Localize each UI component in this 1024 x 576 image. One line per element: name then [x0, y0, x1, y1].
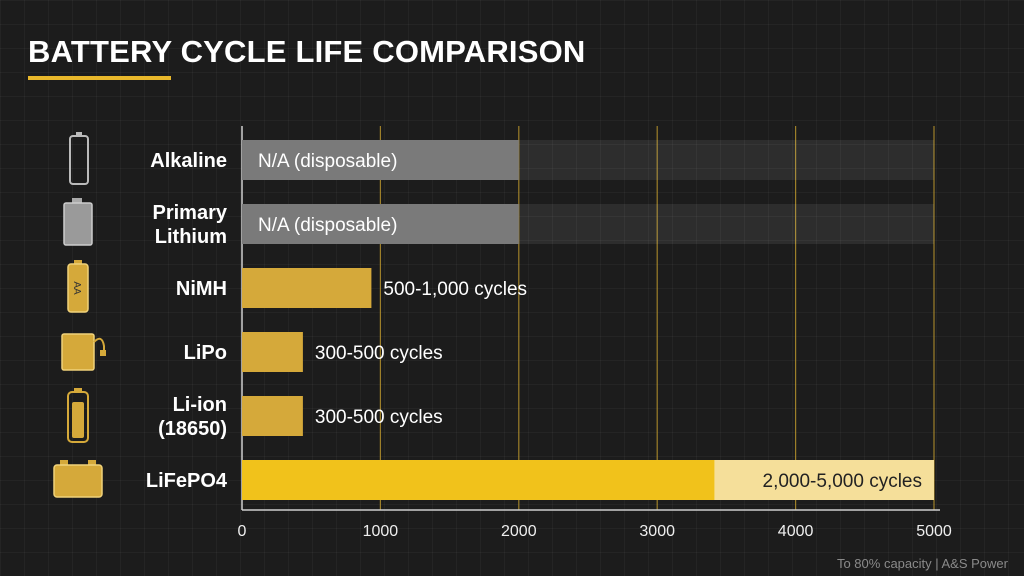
battery-body: [53, 464, 103, 498]
bar-na: [242, 140, 519, 180]
battery-body: [67, 391, 89, 443]
x-tick-label: 3000: [639, 523, 675, 540]
aa-nimh-battery-icon: AA: [67, 260, 89, 313]
category-label: LiFePO4: [146, 470, 228, 492]
battery-tip: [76, 132, 82, 136]
category-label: Alkaline: [150, 150, 227, 172]
bar-label: 500-1,000 cycles: [383, 279, 527, 300]
battery-connector: [100, 350, 106, 356]
lipo-pouch-battery-icon: [61, 333, 106, 371]
bar-label: N/A (disposable): [258, 215, 397, 236]
bar-label: 300-500 cycles: [315, 343, 443, 364]
battery-print: AA: [71, 281, 82, 295]
title-underline: [28, 76, 171, 80]
x-tick-label: 2000: [501, 523, 537, 540]
bar-label: 2,000-5,000 cycles: [763, 471, 923, 492]
battery-fill: [72, 402, 84, 438]
category-label: Li-ion: [173, 394, 227, 416]
bar-na: [242, 204, 519, 244]
primary-lithium-battery-icon: [63, 198, 93, 246]
battery-terminal: [88, 460, 96, 465]
category-label: LiPo: [184, 342, 227, 364]
battery-tip: [74, 388, 82, 392]
car-battery-icon: [53, 460, 103, 498]
battery-body: [61, 333, 95, 371]
cylindrical-cell-icon: [67, 388, 89, 443]
category-label: Primary: [153, 202, 228, 224]
battery-lead: [93, 337, 105, 354]
category-label: (18650): [158, 418, 227, 440]
battery-body: [69, 135, 89, 185]
bar-label: 300-500 cycles: [315, 407, 443, 428]
chart-title: BATTERY CYCLE LIFE COMPARISON: [28, 34, 586, 69]
bar: [242, 396, 303, 436]
alkaline-battery-icon: [69, 132, 89, 185]
battery-body: [63, 202, 93, 246]
bar-label: N/A (disposable): [258, 151, 397, 172]
x-tick-label: 5000: [916, 523, 952, 540]
battery-terminal: [60, 460, 68, 465]
category-label: NiMH: [176, 278, 227, 300]
battery-body: [67, 263, 89, 313]
footer-note: To 80% capacity | A&S Power: [836, 556, 1008, 571]
bar-label-box: [714, 460, 934, 500]
bar: [242, 268, 372, 308]
x-tick-label: 1000: [363, 523, 399, 540]
bar: [242, 332, 303, 372]
x-tick-label: 0: [238, 523, 247, 540]
battery-tip: [74, 260, 82, 264]
battery-tip: [72, 198, 82, 203]
x-tick-label: 4000: [778, 523, 814, 540]
category-label: Lithium: [155, 226, 227, 248]
